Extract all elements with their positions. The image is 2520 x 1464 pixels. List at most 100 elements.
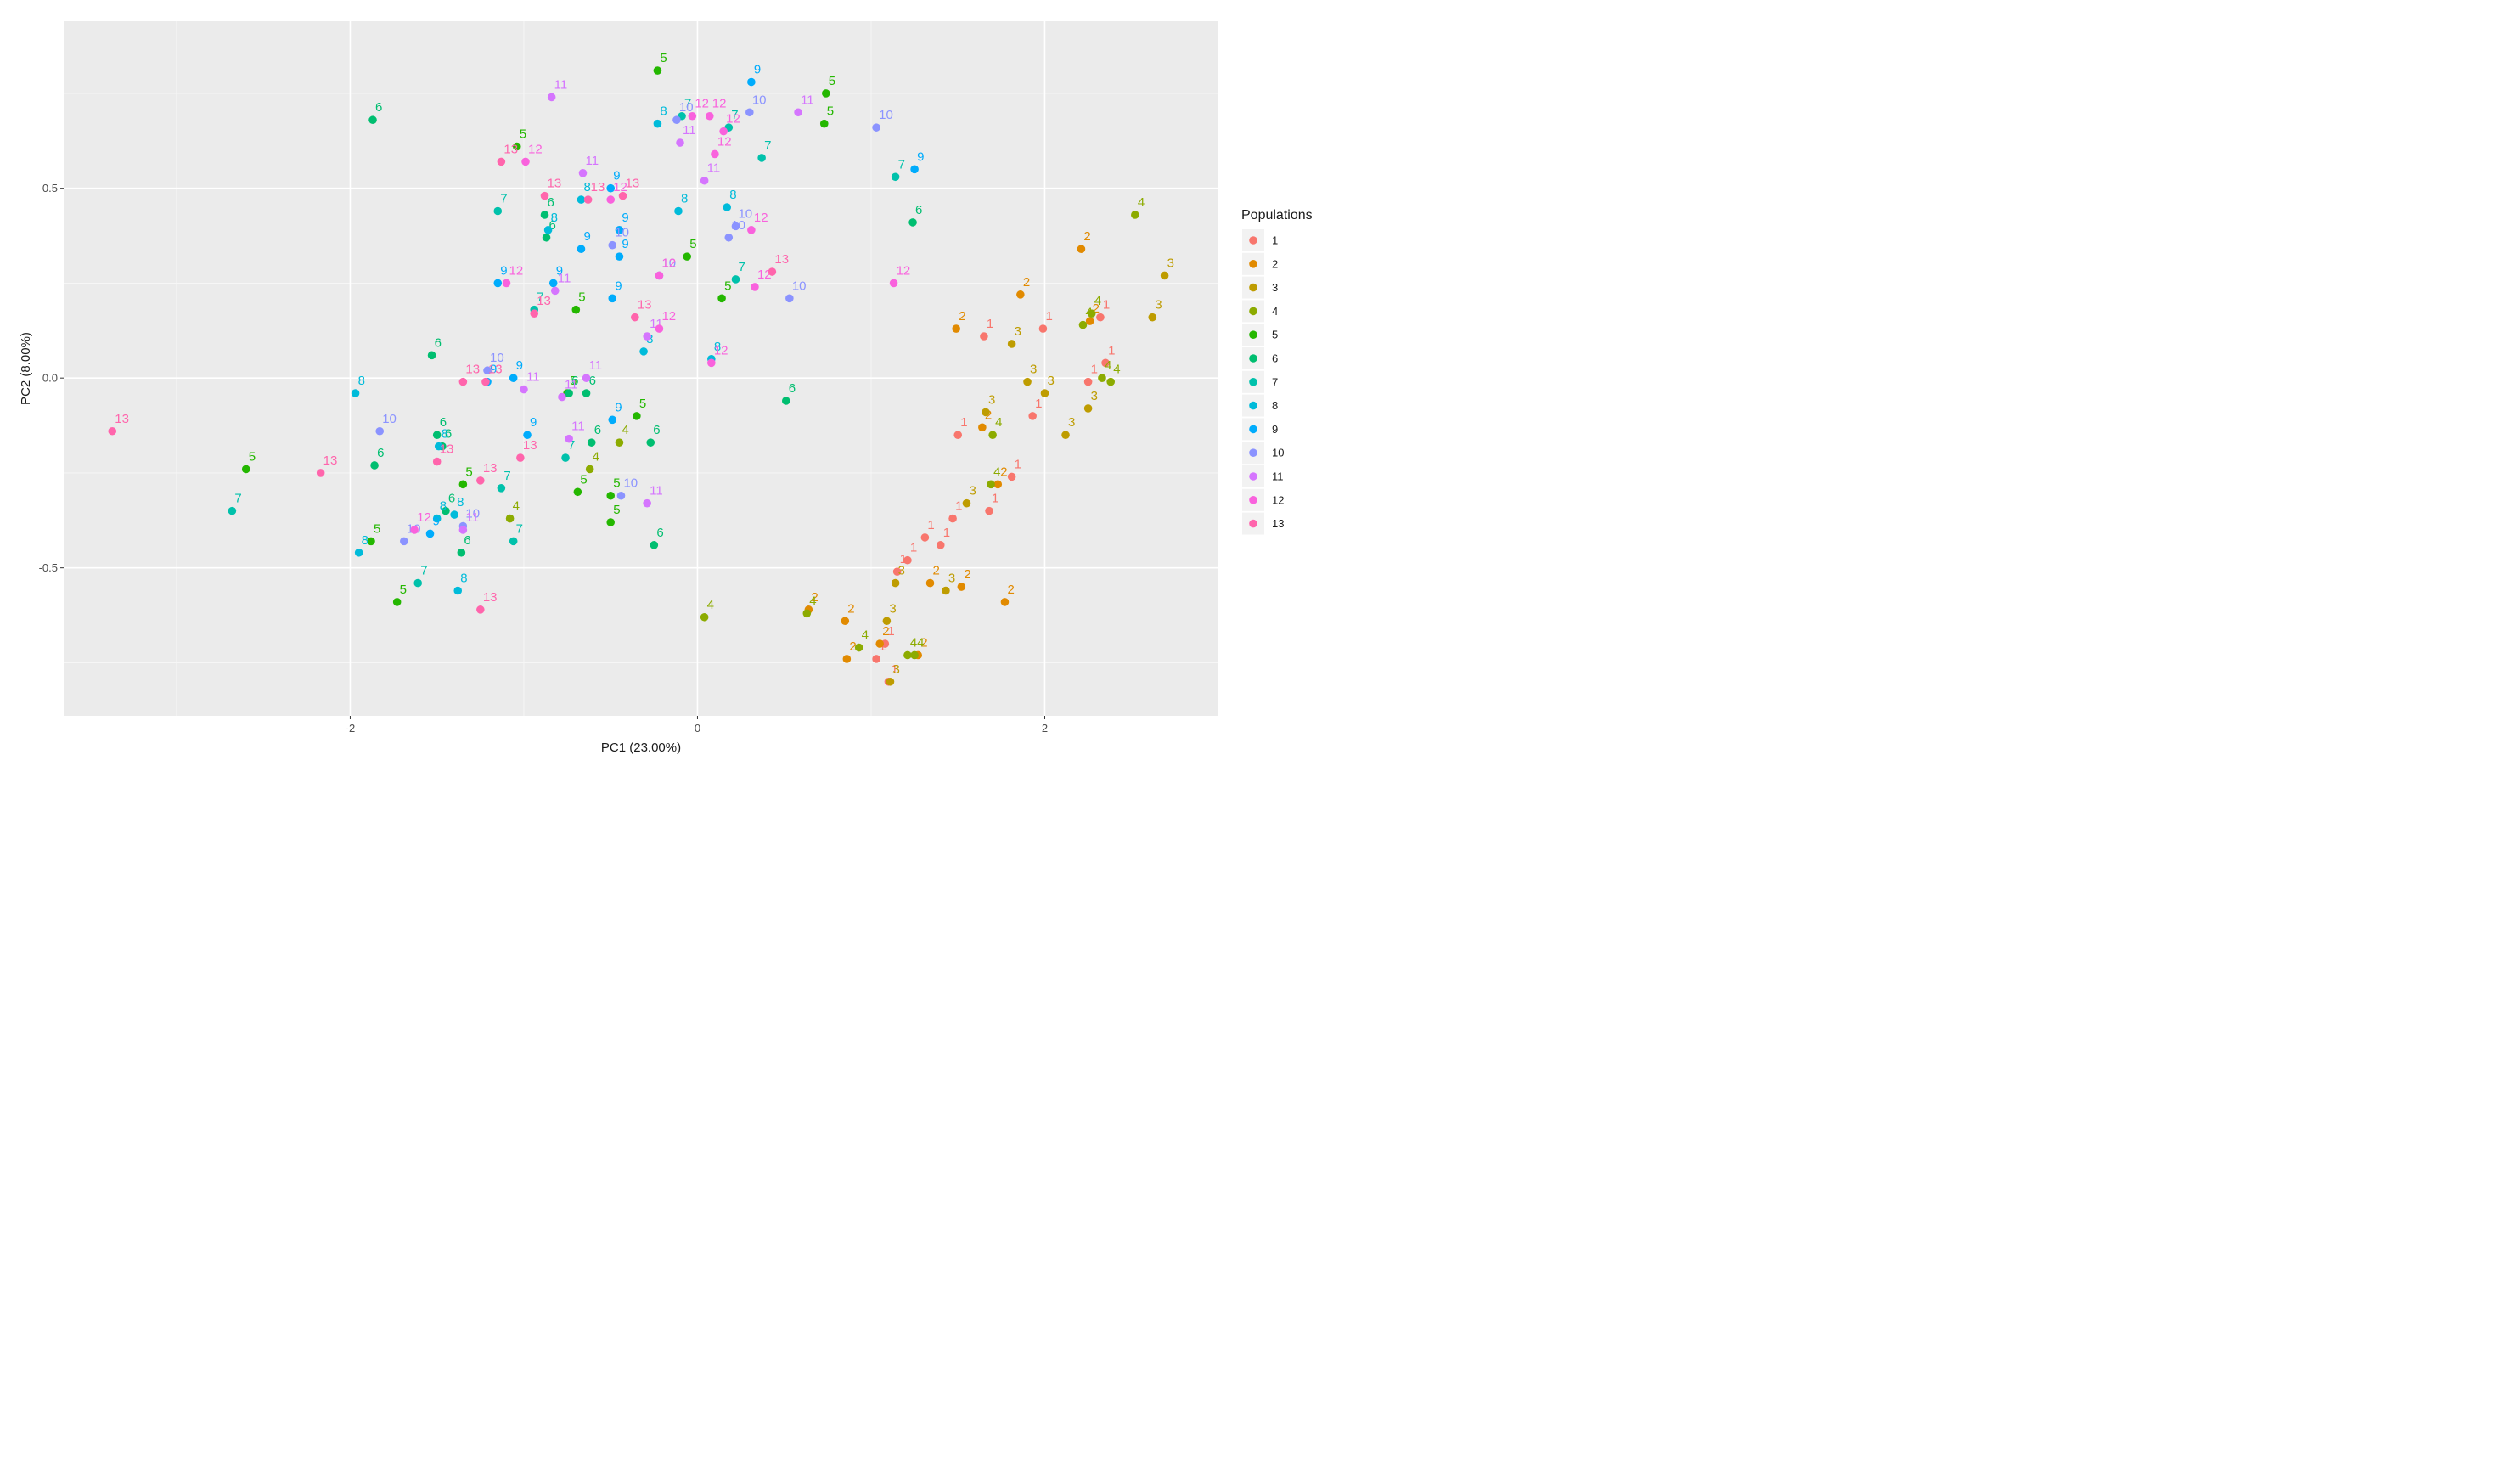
data-point-pop-12 [705,111,714,121]
y-axis-ticks: -0.5 0.0 0.5 [39,182,64,574]
data-point-pop-12 [707,358,716,368]
data-label-pop-3: 3 [889,601,896,616]
data-label-pop-7: 7 [898,157,905,172]
data-point-pop-12 [747,226,756,234]
data-label-pop-10: 10 [465,507,480,521]
data-label-pop-11: 11 [554,77,568,92]
data-point-pop-6 [646,438,655,447]
data-label-pop-2: 2 [882,624,889,639]
data-point-pop-13 [768,267,777,276]
data-label-pop-6: 6 [653,423,660,437]
data-point-pop-12 [889,279,898,288]
legend-label-6: 6 [1272,352,1278,365]
legend-key-4 [1249,307,1257,316]
data-label-pop-3: 3 [898,564,905,578]
data-point-pop-8 [354,548,363,557]
data-label-pop-10: 10 [490,351,504,365]
data-point-pop-3 [891,578,900,588]
data-point-pop-13 [476,605,485,614]
data-point-pop-8 [450,510,458,519]
data-label-pop-6: 6 [571,374,578,388]
data-label-pop-2: 2 [933,564,940,578]
data-label-pop-9: 9 [754,63,761,77]
legend-key-3 [1249,283,1257,292]
data-label-pop-3: 3 [892,662,899,677]
data-label-pop-5: 5 [613,503,620,517]
data-point-pop-2 [841,617,850,626]
legend-key-9 [1249,425,1257,434]
data-label-pop-1: 1 [1045,309,1052,324]
data-point-pop-13 [618,191,627,200]
data-label-pop-10: 10 [731,218,745,233]
data-point-pop-7 [228,506,237,515]
data-label-pop-10: 10 [879,108,893,122]
data-point-pop-9 [910,165,919,174]
data-point-pop-10 [616,491,626,500]
data-point-pop-11 [558,392,566,402]
data-label-pop-12: 12 [509,263,524,278]
data-label-pop-5: 5 [829,74,835,88]
data-point-pop-9 [615,226,624,234]
data-label-pop-13: 13 [503,142,518,156]
legend-label-11: 11 [1272,470,1284,483]
data-label-pop-12: 12 [897,263,911,278]
data-label-pop-4: 4 [995,415,1002,430]
data-point-pop-13 [476,476,485,485]
data-point-pop-7 [509,537,518,546]
data-label-pop-12: 12 [528,142,543,156]
data-point-pop-6 [582,389,591,397]
data-point-pop-5 [819,119,829,128]
data-label-pop-13: 13 [626,177,640,191]
data-label-pop-7: 7 [537,290,543,305]
data-label-pop-3: 3 [1167,256,1174,270]
data-label-pop-2: 2 [964,567,970,582]
data-point-pop-6 [650,541,659,549]
data-point-pop-10 [483,366,492,375]
data-point-pop-5 [653,66,662,75]
data-label-pop-8: 8 [457,495,464,510]
data-label-pop-8: 8 [551,211,558,225]
data-point-pop-6 [587,438,596,447]
data-label-pop-2: 2 [1093,301,1100,316]
data-label-pop-5: 5 [580,472,587,487]
data-point-pop-10 [375,426,385,436]
data-label-pop-12: 12 [712,97,727,111]
data-label-pop-7: 7 [500,191,507,206]
data-point-pop-13 [631,313,639,322]
data-label-pop-7: 7 [516,521,523,536]
data-point-pop-2 [1085,317,1094,325]
data-label-pop-5: 5 [570,374,577,388]
data-label-pop-8: 8 [440,499,447,514]
data-point-pop-11 [578,168,588,177]
data-label-pop-11: 11 [526,370,540,385]
data-point-pop-5 [683,252,691,261]
data-point-pop-1 [936,541,945,549]
data-point-pop-3 [886,677,895,686]
data-point-pop-12 [410,526,419,534]
data-label-pop-5: 5 [660,51,667,65]
data-label-pop-9: 9 [530,415,537,430]
data-point-pop-2 [978,423,987,432]
data-point-pop-5 [241,465,250,474]
legend-label-1: 1 [1272,234,1278,247]
data-label-pop-7: 7 [738,260,745,274]
data-label-pop-12: 12 [661,309,676,324]
data-label-pop-4: 4 [809,594,816,608]
data-label-pop-3: 3 [948,571,955,585]
data-point-pop-9 [747,77,756,87]
data-label-pop-4: 4 [707,598,714,612]
data-label-pop-12: 12 [757,267,772,282]
data-label-pop-1: 1 [943,526,950,540]
data-point-pop-9 [577,245,586,253]
data-point-pop-5 [367,537,375,546]
scatter-chart: 1111111111111111122222222222222333333333… [0,0,1331,774]
data-point-pop-7 [493,206,503,216]
data-label-pop-5: 5 [374,521,380,536]
data-point-pop-10 [608,240,617,250]
data-label-pop-12: 12 [417,510,431,525]
data-label-pop-11: 11 [465,510,479,525]
data-label-pop-6: 6 [375,100,382,115]
data-label-pop-2: 2 [1007,583,1014,597]
data-label-pop-5: 5 [249,449,256,464]
data-point-pop-11 [458,526,468,534]
